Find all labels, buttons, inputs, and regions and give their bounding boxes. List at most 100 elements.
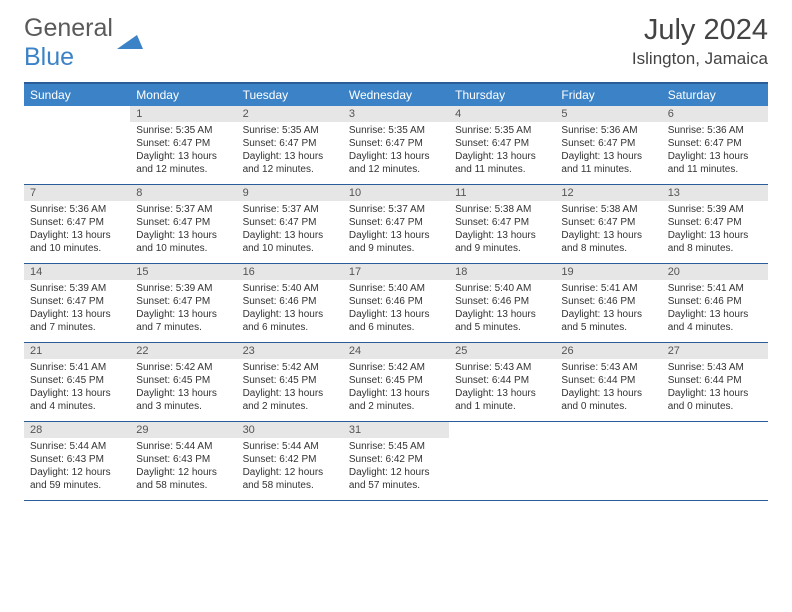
week-row: 7Sunrise: 5:36 AMSunset: 6:47 PMDaylight…	[24, 185, 768, 264]
sunset-text: Sunset: 6:43 PM	[30, 453, 124, 466]
location: Islington, Jamaica	[632, 49, 768, 69]
day-cell: 2Sunrise: 5:35 AMSunset: 6:47 PMDaylight…	[237, 106, 343, 184]
sunset-text: Sunset: 6:46 PM	[668, 295, 762, 308]
day-number: 29	[130, 422, 236, 438]
day-number: 15	[130, 264, 236, 280]
sunrise-text: Sunrise: 5:35 AM	[136, 124, 230, 137]
day-info: Sunrise: 5:44 AMSunset: 6:42 PMDaylight:…	[237, 438, 343, 496]
sunrise-text: Sunrise: 5:37 AM	[243, 203, 337, 216]
day-number: 30	[237, 422, 343, 438]
day-cell: 29Sunrise: 5:44 AMSunset: 6:43 PMDayligh…	[130, 422, 236, 500]
sunset-text: Sunset: 6:42 PM	[243, 453, 337, 466]
day-info: Sunrise: 5:36 AMSunset: 6:47 PMDaylight:…	[555, 122, 661, 180]
sunset-text: Sunset: 6:47 PM	[136, 216, 230, 229]
day-info: Sunrise: 5:36 AMSunset: 6:47 PMDaylight:…	[24, 201, 130, 259]
day-info: Sunrise: 5:37 AMSunset: 6:47 PMDaylight:…	[343, 201, 449, 259]
sunset-text: Sunset: 6:44 PM	[455, 374, 549, 387]
month-title: July 2024	[632, 14, 768, 47]
day-cell: 14Sunrise: 5:39 AMSunset: 6:47 PMDayligh…	[24, 264, 130, 342]
day-info: Sunrise: 5:38 AMSunset: 6:47 PMDaylight:…	[555, 201, 661, 259]
day-number: 3	[343, 106, 449, 122]
day-info: Sunrise: 5:40 AMSunset: 6:46 PMDaylight:…	[449, 280, 555, 338]
day-number: 23	[237, 343, 343, 359]
daylight-text: Daylight: 13 hours and 11 minutes.	[668, 150, 762, 176]
sunset-text: Sunset: 6:47 PM	[243, 216, 337, 229]
day-number: 13	[662, 185, 768, 201]
sunset-text: Sunset: 6:45 PM	[243, 374, 337, 387]
sunrise-text: Sunrise: 5:38 AM	[455, 203, 549, 216]
daylight-text: Daylight: 12 hours and 58 minutes.	[136, 466, 230, 492]
daylight-text: Daylight: 13 hours and 4 minutes.	[30, 387, 124, 413]
calendar: Sunday Monday Tuesday Wednesday Thursday…	[24, 82, 768, 501]
sunrise-text: Sunrise: 5:40 AM	[349, 282, 443, 295]
day-info: Sunrise: 5:41 AMSunset: 6:46 PMDaylight:…	[555, 280, 661, 338]
weeks-container: .1Sunrise: 5:35 AMSunset: 6:47 PMDayligh…	[24, 106, 768, 501]
daylight-text: Daylight: 12 hours and 57 minutes.	[349, 466, 443, 492]
sunrise-text: Sunrise: 5:39 AM	[30, 282, 124, 295]
daylight-text: Daylight: 13 hours and 11 minutes.	[455, 150, 549, 176]
sunset-text: Sunset: 6:47 PM	[349, 137, 443, 150]
day-info: Sunrise: 5:35 AMSunset: 6:47 PMDaylight:…	[343, 122, 449, 180]
day-cell: 7Sunrise: 5:36 AMSunset: 6:47 PMDaylight…	[24, 185, 130, 263]
day-cell: 31Sunrise: 5:45 AMSunset: 6:42 PMDayligh…	[343, 422, 449, 500]
daylight-text: Daylight: 13 hours and 10 minutes.	[30, 229, 124, 255]
daylight-text: Daylight: 13 hours and 10 minutes.	[136, 229, 230, 255]
sunrise-text: Sunrise: 5:36 AM	[668, 124, 762, 137]
weekday-sat: Saturday	[662, 84, 768, 106]
sunrise-text: Sunrise: 5:35 AM	[349, 124, 443, 137]
day-cell: 11Sunrise: 5:38 AMSunset: 6:47 PMDayligh…	[449, 185, 555, 263]
daylight-text: Daylight: 13 hours and 1 minute.	[455, 387, 549, 413]
sunset-text: Sunset: 6:47 PM	[30, 295, 124, 308]
day-cell: 3Sunrise: 5:35 AMSunset: 6:47 PMDaylight…	[343, 106, 449, 184]
day-number: 22	[130, 343, 236, 359]
daylight-text: Daylight: 13 hours and 11 minutes.	[561, 150, 655, 176]
week-row: 28Sunrise: 5:44 AMSunset: 6:43 PMDayligh…	[24, 422, 768, 501]
day-info: Sunrise: 5:41 AMSunset: 6:46 PMDaylight:…	[662, 280, 768, 338]
sunset-text: Sunset: 6:42 PM	[349, 453, 443, 466]
sunset-text: Sunset: 6:47 PM	[561, 137, 655, 150]
daylight-text: Daylight: 13 hours and 12 minutes.	[243, 150, 337, 176]
day-info: Sunrise: 5:43 AMSunset: 6:44 PMDaylight:…	[662, 359, 768, 417]
daylight-text: Daylight: 12 hours and 58 minutes.	[243, 466, 337, 492]
day-cell: 12Sunrise: 5:38 AMSunset: 6:47 PMDayligh…	[555, 185, 661, 263]
day-info: Sunrise: 5:44 AMSunset: 6:43 PMDaylight:…	[130, 438, 236, 496]
sunrise-text: Sunrise: 5:39 AM	[136, 282, 230, 295]
day-cell: 1Sunrise: 5:35 AMSunset: 6:47 PMDaylight…	[130, 106, 236, 184]
sunrise-text: Sunrise: 5:38 AM	[561, 203, 655, 216]
day-info: Sunrise: 5:37 AMSunset: 6:47 PMDaylight:…	[237, 201, 343, 259]
sunset-text: Sunset: 6:47 PM	[349, 216, 443, 229]
logo-text-2: Blue	[24, 43, 74, 71]
day-number: 5	[555, 106, 661, 122]
sunrise-text: Sunrise: 5:36 AM	[561, 124, 655, 137]
day-info: Sunrise: 5:45 AMSunset: 6:42 PMDaylight:…	[343, 438, 449, 496]
daylight-text: Daylight: 13 hours and 0 minutes.	[561, 387, 655, 413]
sunrise-text: Sunrise: 5:44 AM	[243, 440, 337, 453]
day-info: Sunrise: 5:35 AMSunset: 6:47 PMDaylight:…	[130, 122, 236, 180]
daylight-text: Daylight: 13 hours and 12 minutes.	[349, 150, 443, 176]
day-number: 16	[237, 264, 343, 280]
sunrise-text: Sunrise: 5:45 AM	[349, 440, 443, 453]
day-number: 6	[662, 106, 768, 122]
sunset-text: Sunset: 6:47 PM	[455, 137, 549, 150]
sunrise-text: Sunrise: 5:44 AM	[30, 440, 124, 453]
sunrise-text: Sunrise: 5:36 AM	[30, 203, 124, 216]
sunset-text: Sunset: 6:46 PM	[243, 295, 337, 308]
sunset-text: Sunset: 6:44 PM	[668, 374, 762, 387]
daylight-text: Daylight: 13 hours and 8 minutes.	[561, 229, 655, 255]
day-info: Sunrise: 5:40 AMSunset: 6:46 PMDaylight:…	[237, 280, 343, 338]
sunset-text: Sunset: 6:45 PM	[349, 374, 443, 387]
day-info: Sunrise: 5:40 AMSunset: 6:46 PMDaylight:…	[343, 280, 449, 338]
sunset-text: Sunset: 6:47 PM	[136, 295, 230, 308]
day-number: 26	[555, 343, 661, 359]
day-cell: 28Sunrise: 5:44 AMSunset: 6:43 PMDayligh…	[24, 422, 130, 500]
day-info: Sunrise: 5:42 AMSunset: 6:45 PMDaylight:…	[130, 359, 236, 417]
day-cell: 17Sunrise: 5:40 AMSunset: 6:46 PMDayligh…	[343, 264, 449, 342]
day-number: 11	[449, 185, 555, 201]
sunrise-text: Sunrise: 5:37 AM	[349, 203, 443, 216]
day-number: 21	[24, 343, 130, 359]
day-number: 10	[343, 185, 449, 201]
day-cell: 10Sunrise: 5:37 AMSunset: 6:47 PMDayligh…	[343, 185, 449, 263]
day-number: 20	[662, 264, 768, 280]
sunset-text: Sunset: 6:47 PM	[455, 216, 549, 229]
day-number: 1	[130, 106, 236, 122]
